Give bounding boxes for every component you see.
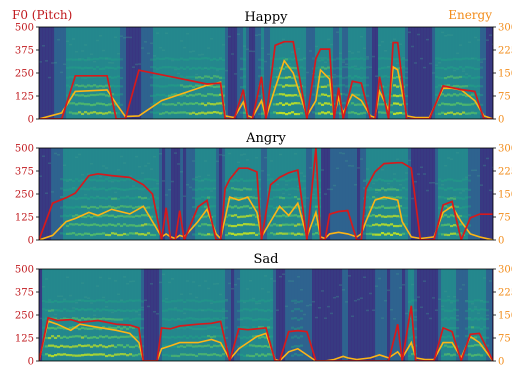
left-tick-label: 375 — [15, 46, 34, 57]
right-tick-label: 300 — [498, 144, 512, 155]
pitch-series-line — [39, 305, 493, 361]
energy-series-line — [39, 320, 493, 361]
panels: Happy 0 125 250 375 500 0 75 150 225 300 Angry 0 125 2… — [15, 10, 512, 367]
left-tick-label: 500 — [15, 23, 34, 34]
right-tick-label: 225 — [498, 46, 512, 57]
energy-series-line — [39, 196, 493, 240]
right-tick-label: 75 — [498, 334, 511, 345]
pitch-series-line — [39, 40, 493, 119]
spectrogram-background — [39, 269, 493, 361]
left-tick-label: 125 — [15, 334, 34, 345]
right-tick-label: 75 — [498, 213, 511, 224]
left-tick-label: 0 — [28, 357, 34, 367]
left-tick-label: 250 — [15, 190, 34, 201]
right-tick-label: 150 — [498, 311, 512, 322]
left-tick-label: 125 — [15, 92, 34, 103]
left-tick-label: 500 — [15, 265, 34, 276]
panel-title: Angry — [245, 131, 286, 146]
left-tick-label: 125 — [15, 213, 34, 224]
left-tick-label: 250 — [15, 311, 34, 322]
left-tick-label: 250 — [15, 69, 34, 80]
right-tick-label: 0 — [498, 236, 504, 247]
left-tick-label: 0 — [28, 236, 34, 247]
right-tick-label: 150 — [498, 190, 512, 201]
panel-happy: Happy 0 125 250 375 500 0 75 150 225 300 — [15, 10, 512, 126]
left-tick-label: 0 — [28, 115, 34, 126]
right-tick-label: 225 — [498, 288, 512, 299]
left-tick-label: 375 — [15, 167, 34, 178]
right-tick-label: 150 — [498, 69, 512, 80]
left-tick-label: 375 — [15, 288, 34, 299]
pitch-axis-header: F0 (Pitch) — [12, 8, 72, 22]
energy-series-line — [39, 58, 493, 119]
right-tick-label: 225 — [498, 167, 512, 178]
pitch-series-line — [39, 148, 493, 240]
right-tick-label: 300 — [498, 23, 512, 34]
left-tick-label: 500 — [15, 144, 34, 155]
right-tick-label: 300 — [498, 265, 512, 276]
panel-sad: Sad 0 125 250 375 500 0 75 150 225 300 — [15, 252, 512, 367]
panel-title: Sad — [254, 252, 279, 267]
right-tick-label: 75 — [498, 92, 511, 103]
right-tick-label: 0 — [498, 357, 504, 367]
right-tick-label: 0 — [498, 115, 504, 126]
energy-axis-header: Energy — [448, 8, 492, 22]
panel-angry: Angry 0 125 250 375 500 0 75 150 225 300 — [15, 131, 512, 247]
panel-title: Happy — [244, 10, 288, 25]
